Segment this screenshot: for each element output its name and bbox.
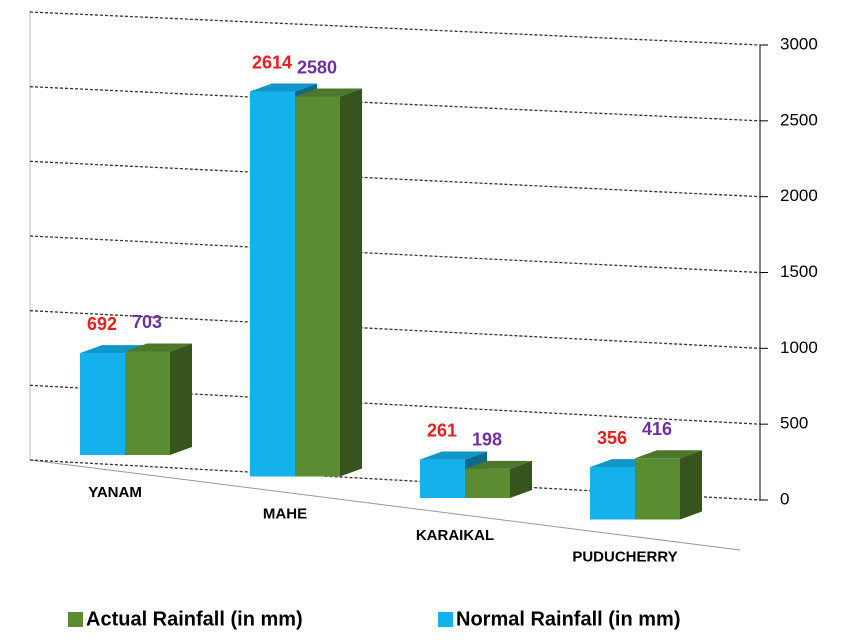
bar-front [590,467,635,520]
value-label: 416 [642,419,672,439]
bar [295,88,362,477]
y-tick-label: 2000 [780,186,818,205]
value-label: 703 [132,312,162,332]
x-tick-label: YANAM [88,484,142,501]
bar [125,343,192,455]
y-tick-label: 500 [780,414,808,433]
legend-swatch [438,612,453,627]
bar-top [125,343,192,352]
bar-side [170,343,192,455]
bar-top [635,450,702,459]
bar-top [250,83,317,92]
value-label: 198 [472,430,502,450]
y-tick-label: 3000 [780,34,818,53]
bar-side [680,450,702,520]
bar [635,450,702,520]
bar-front [635,458,680,520]
value-label: 2580 [297,57,337,77]
legend-label: Actual Rainfall (in mm) [86,608,303,630]
x-tick-label: PUDUCHERRY [572,548,677,565]
y-tick-label: 1500 [780,262,818,281]
bar-top [465,460,532,469]
value-label: 261 [427,420,457,440]
bar-front [80,353,125,455]
value-label: 356 [597,428,627,448]
value-label: 2614 [252,52,292,72]
value-label: 692 [87,314,117,334]
y-tick-label: 0 [780,489,789,508]
legend-label: Normal Rainfall (in mm) [456,608,680,630]
x-tick-label: MAHE [263,505,307,522]
legend-swatch [68,612,83,627]
bar-front [420,459,465,498]
bar-side [340,88,362,477]
bar-front [465,468,510,498]
bar-top [295,88,362,97]
bar-side [510,460,532,498]
bar-front [250,91,295,477]
bar-top [420,451,487,460]
grid-line [29,235,761,274]
bar [465,460,532,498]
x-tick-label: KARAIKAL [416,527,494,544]
grid-line [29,310,761,349]
floor-edge [29,459,741,551]
bar-front [125,351,170,455]
grid-line [29,459,761,501]
y-tick-label: 1000 [780,338,818,357]
y-tick-label: 2500 [780,110,818,129]
grid-line [29,86,761,122]
grid-line [29,160,761,198]
grid-line [29,11,761,46]
bar-front [295,96,340,477]
